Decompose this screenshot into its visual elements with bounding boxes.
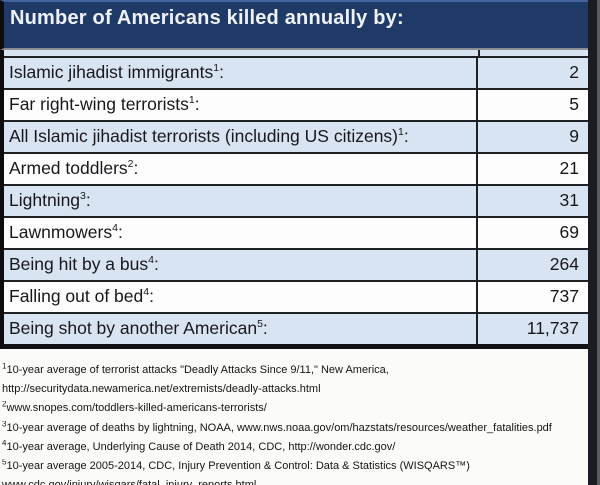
cause-label-cell: Lawnmowers4: [4,218,478,248]
cause-label-cell: All Islamic jihadist terrorists (includi… [4,122,478,152]
cause-label-cell: Falling out of bed4: [4,282,478,312]
table-row: Islamic jihadist immigrants1: 2 [4,58,588,90]
cause-label-cell: Being hit by a bus4: [4,250,478,280]
footnote-line: 110-year average of terrorist attacks "D… [2,363,584,377]
cause-label: Far right-wing terrorists [9,94,189,114]
value-cell: 11,737 [526,318,579,338]
cause-label: Falling out of bed [9,286,144,306]
footnote-marker: 3 [2,420,7,428]
colon: : [219,62,224,82]
table-row: Falling out of bed4: 737 [4,282,588,314]
cause-label: Lightning [9,190,81,210]
cause-label: Lawnmowers [9,222,113,242]
footnote-ref: 1 [398,126,404,139]
cause-label: All Islamic jihadist terrorists (includi… [9,126,398,146]
value-cell: 31 [559,190,579,210]
footnote-ref: 2 [127,158,134,171]
table-row: All Islamic jihadist terrorists (includi… [4,122,588,154]
footnote-text: http://securitydata.newamerica.net/extre… [2,383,321,396]
footnote-ref: 1 [188,94,195,107]
footnote-text: 10-year average of terrorist attacks "De… [6,364,389,376]
value-cell: 264 [549,254,579,274]
value-cell: 2 [569,62,579,82]
cause-label-cell: Lightning3: [4,186,478,216]
cause-label-cell: Far right-wing terrorists1: [4,90,478,120]
colon: : [133,158,139,178]
table-row: Far right-wing terrorists1: 5 [4,90,588,122]
footnote-ref: 1 [213,62,220,75]
colon: : [85,190,91,210]
footnote-marker: 5 [2,458,7,467]
colon: : [153,254,159,274]
footnote-text: 10-year average of deaths by lightning, … [6,421,552,434]
cause-label: Islamic jihadist immigrants [9,62,214,82]
table-row: Lawnmowers4: 69 [4,218,588,250]
cause-label: Armed toddlers [9,158,128,178]
footnote-ref: 5 [257,318,263,331]
value-cell: 69 [559,222,579,242]
footnote-line: 510-year average 2005-2014, CDC, Injury … [2,459,584,473]
footnotes-section: 110-year average of terrorist attacks "D… [0,355,584,485]
spacer-label-cell [4,50,480,56]
page-title: Number of Americans killed annually by: [10,7,404,29]
colon: : [403,126,409,146]
spacer-value-cell [480,50,588,56]
value-cell: 5 [569,94,579,114]
colon: : [149,286,154,306]
footnote-line: www.cdc.gov/injury/wisqars/fatal_injury_… [2,478,584,485]
value-cell: 21 [559,158,579,178]
footnote-line: 310-year average of deaths by lightning,… [2,421,584,435]
footnote-text: 10-year average, Underlying Cause of Dea… [6,440,396,453]
footnote-line: 410-year average, Underlying Cause of De… [2,440,584,454]
colon: : [262,318,268,338]
cause-label: Being hit by a bus [9,254,149,274]
footnote-ref: 4 [112,222,118,235]
value-cell: 9 [569,126,579,146]
footnote-line: 2www.snopes.com/toddlers-killed-american… [2,401,584,415]
footnote-ref: 4 [143,286,150,299]
table-spacer-row [4,50,588,58]
colon: : [117,222,123,242]
title-bar: Number of Americans killed annually by: [0,0,588,50]
cause-label-cell: Armed toddlers2: [4,154,478,184]
footnote-ref: 4 [148,254,154,267]
colon: : [194,94,200,114]
table-row: Armed toddlers2: 21 [4,154,588,186]
table-row: Lightning3: 31 [4,186,588,218]
right-edge-border [588,0,600,485]
footnote-marker: 1 [2,363,7,371]
footnote-line: http://securitydata.newamerica.net/extre… [2,382,584,396]
cause-label-cell: Islamic jihadist immigrants1: [4,58,478,88]
footnote-text: www.cdc.gov/injury/wisqars/fatal_injury_… [2,479,256,485]
footnote-text: www.snopes.com/toddlers-killed-americans… [6,402,267,415]
stats-table: Islamic jihadist immigrants1: 2 Far righ… [0,50,588,349]
footnote-ref: 3 [80,190,86,203]
cause-label-cell: Being shot by another American5: [4,314,478,344]
table-row: Being shot by another American5: 11,737 [4,314,588,344]
footnote-marker: 4 [2,439,7,448]
value-cell: 737 [549,286,579,306]
footnote-marker: 2 [2,401,7,409]
table-row: Being hit by a bus4: 264 [4,250,588,282]
footnote-text: 10-year average 2005-2014, CDC, Injury P… [6,459,470,472]
cause-label: Being shot by another American [9,318,258,338]
